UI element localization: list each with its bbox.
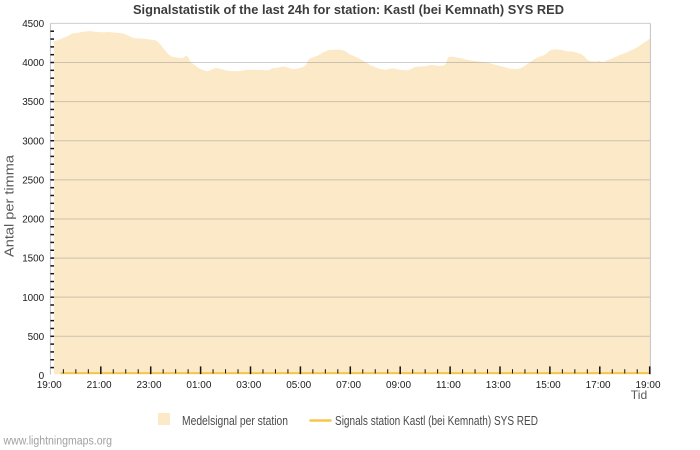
svg-text:Tid: Tid [631,388,647,402]
svg-text:Medelsignal per station: Medelsignal per station [182,414,288,428]
svg-text:07:00: 07:00 [336,380,361,391]
svg-text:19:00: 19:00 [636,380,661,391]
svg-text:Antal per timma: Antal per timma [3,155,17,257]
svg-text:13:00: 13:00 [486,380,511,391]
svg-text:15:00: 15:00 [536,380,561,391]
svg-text:2000: 2000 [22,215,44,226]
svg-text:05:00: 05:00 [286,380,311,391]
svg-text:11:00: 11:00 [436,380,461,391]
svg-text:17:00: 17:00 [586,380,611,391]
svg-text:19:00: 19:00 [37,380,62,391]
svg-text:3000: 3000 [22,136,44,147]
svg-text:01:00: 01:00 [186,380,211,391]
svg-text:2500: 2500 [22,175,44,186]
svg-text:23:00: 23:00 [137,380,162,391]
svg-text:1000: 1000 [22,293,44,304]
svg-text:www.lightningmaps.org: www.lightningmaps.org [3,436,112,448]
svg-text:03:00: 03:00 [236,380,261,391]
svg-text:Signals station Kastl (bei Kem: Signals station Kastl (bei Kemnath) SYS … [335,414,538,428]
svg-text:Signalstatistik of the last 24: Signalstatistik of the last 24h for stat… [133,3,564,17]
svg-text:0: 0 [39,371,45,382]
svg-text:500: 500 [28,332,45,343]
svg-text:21:00: 21:00 [87,380,112,391]
svg-text:4500: 4500 [22,19,44,30]
svg-text:4000: 4000 [22,58,44,69]
svg-text:3500: 3500 [22,97,44,108]
svg-text:09:00: 09:00 [386,380,411,391]
svg-text:1500: 1500 [22,254,44,265]
